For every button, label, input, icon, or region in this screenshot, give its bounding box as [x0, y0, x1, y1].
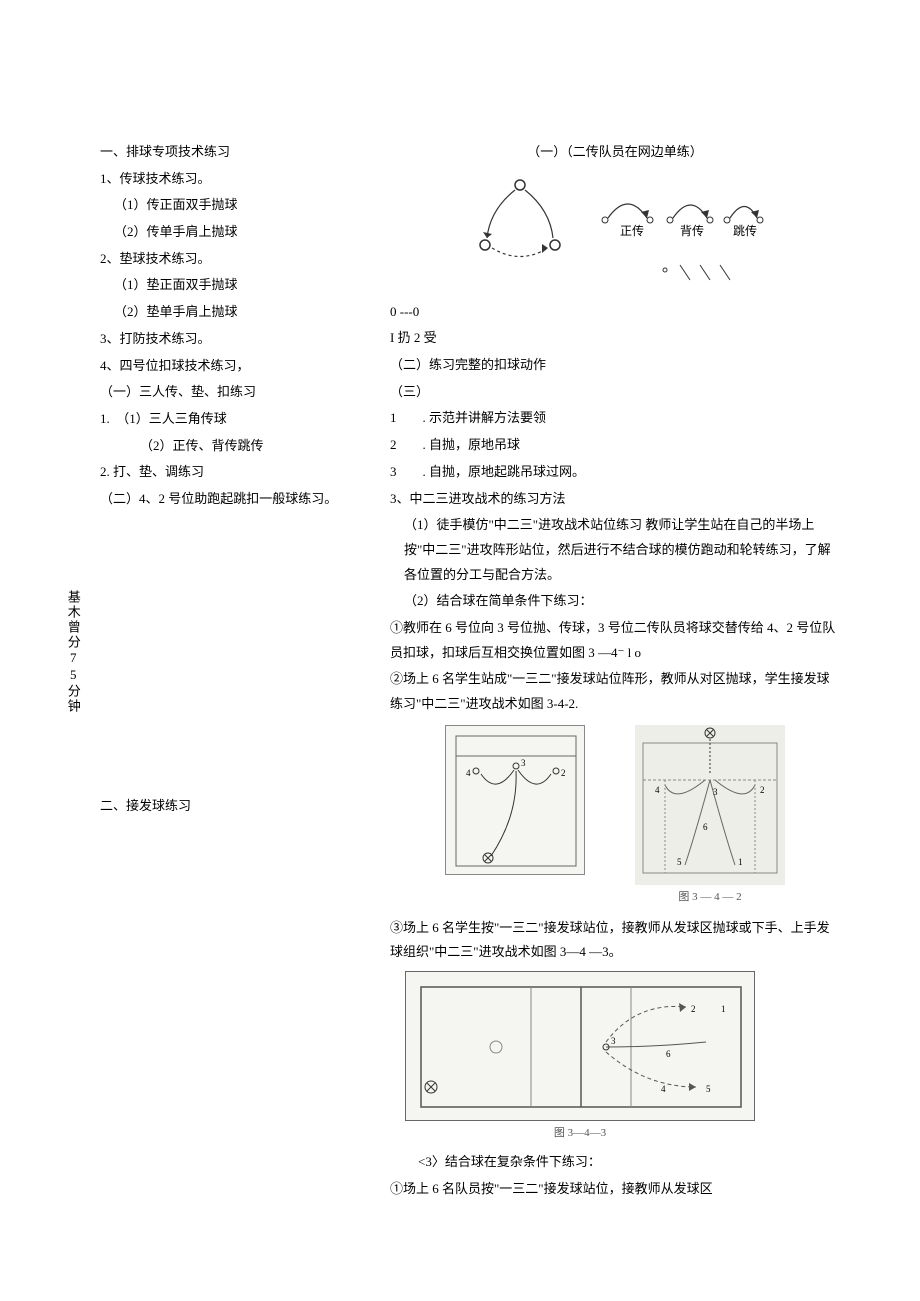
svg-text:6: 6: [666, 1049, 671, 1059]
figure-3-4-3-wrap: 3 2 1 6 4 5 图 3—4—3: [390, 971, 840, 1144]
item-2: 2、垫球技术练习。: [100, 247, 380, 272]
r1a: 0 ---0: [390, 300, 840, 325]
r4c: ①教师在 6 号位向 3 号位抛、传球，3 号位二传队员将球交替传给 4、2 号…: [390, 616, 840, 665]
right-column: （一）（二传队员在网边单练）: [380, 140, 840, 1203]
r4d: ②场上 6 名学生站成"一三二"接发球站位阵形，教师从对区抛球，学生接发球练习"…: [390, 667, 840, 716]
svg-text:2: 2: [561, 768, 566, 778]
svg-text:跳传: 跳传: [733, 223, 757, 238]
item-4b: 1. （1）三人三角传球: [100, 407, 380, 432]
r3: （三）: [390, 380, 840, 405]
r5a: ①场上 6 名队员按"一三二"接发球站位，接教师从发球区: [390, 1177, 840, 1202]
svg-text:1: 1: [738, 857, 743, 867]
figure-3-4-1: 4 2 3: [445, 725, 615, 908]
svg-text:5: 5: [677, 857, 682, 867]
svg-text:背传: 背传: [680, 223, 704, 238]
item-4e: （二）4、2 号位助跑起跳扣一般球练习。: [100, 487, 380, 512]
heading-2: 二、接发球练习: [100, 794, 380, 819]
r5: <3〉结合球在复杂条件下练习：: [390, 1150, 840, 1175]
svg-text:6: 6: [703, 822, 708, 832]
item-3: 3、打防技术练习。: [100, 327, 380, 352]
figures-row-1: 4 2 3: [390, 725, 840, 908]
item-4c: （2）正传、背传跳传: [100, 434, 380, 459]
r4: 3、中二三进攻战术的练习方法: [390, 487, 840, 512]
svg-text:3: 3: [521, 758, 526, 768]
item-4d: 2. 打、垫、调练习: [100, 460, 380, 485]
r1b: I 扔 2 受: [390, 326, 840, 351]
left-column: 一、排球专项技术练习 1、传球技术练习。 （1）传正面双手抛球 （2）传单手肩上…: [60, 140, 380, 1203]
figure-3-4-2: 4 2 3 6 5 1 图 3 — 4 — 2: [635, 725, 785, 908]
item-1-1: （1）传正面双手抛球: [100, 193, 380, 218]
svg-text:1: 1: [721, 1004, 726, 1014]
r0: （一）（二传队员在网边单练）: [390, 140, 840, 165]
fig-343-label: 图 3—4—3: [405, 1123, 755, 1144]
item-2-2: （2）垫单手肩上抛球: [100, 300, 380, 325]
r3c: 3 . 自抛，原地起跳吊球过网。: [390, 460, 840, 485]
r4b: （2）结合球在简单条件下练习：: [390, 589, 840, 614]
svg-text:3: 3: [611, 1036, 616, 1046]
spacer: [100, 514, 380, 794]
r4e: ③场上 6 名学生按"一三二"接发球站位，接教师从发球区抛球或下手、上手发球组织…: [390, 916, 840, 965]
r4a: （1）徒手模仿"中二三"进攻战术站位练习 教师让学生站在自己的半场上按"中二三"…: [390, 513, 840, 587]
section-vertical-label: 基木曾分75分钟: [60, 590, 85, 714]
item-4a: （一）三人传、垫、扣练习: [100, 380, 380, 405]
svg-text:4: 4: [466, 768, 471, 778]
svg-text:2: 2: [691, 1004, 696, 1014]
item-2-1: （1）垫正面双手抛球: [100, 273, 380, 298]
page-content: 一、排球专项技术练习 1、传球技术练习。 （1）传正面双手抛球 （2）传单手肩上…: [0, 0, 920, 1263]
item-1: 1、传球技术练习。: [100, 167, 380, 192]
pass-diagram-svg: 正传 背传 跳传: [465, 170, 765, 300]
r3b: 2 . 自抛，原地吊球: [390, 433, 840, 458]
svg-text:4: 4: [661, 1084, 666, 1094]
r3a: 1 . 示范并讲解方法要领: [390, 406, 840, 431]
item-1-2: （2）传单手肩上抛球: [100, 220, 380, 245]
svg-text:2: 2: [760, 785, 765, 795]
pass-diagram: 正传 背传 跳传: [465, 170, 765, 300]
svg-text:正传: 正传: [620, 223, 644, 238]
figure-3-4-3: 3 2 1 6 4 5: [405, 971, 755, 1121]
svg-text:5: 5: [706, 1084, 711, 1094]
item-4: 4、四号位扣球技术练习，: [100, 354, 380, 379]
r2: （二）练习完整的扣球动作: [390, 353, 840, 378]
fig-342-label: 图 3 — 4 — 2: [635, 887, 785, 908]
svg-text:4: 4: [655, 785, 660, 795]
svg-text:3: 3: [713, 787, 718, 797]
heading-1: 一、排球专项技术练习: [100, 140, 380, 165]
